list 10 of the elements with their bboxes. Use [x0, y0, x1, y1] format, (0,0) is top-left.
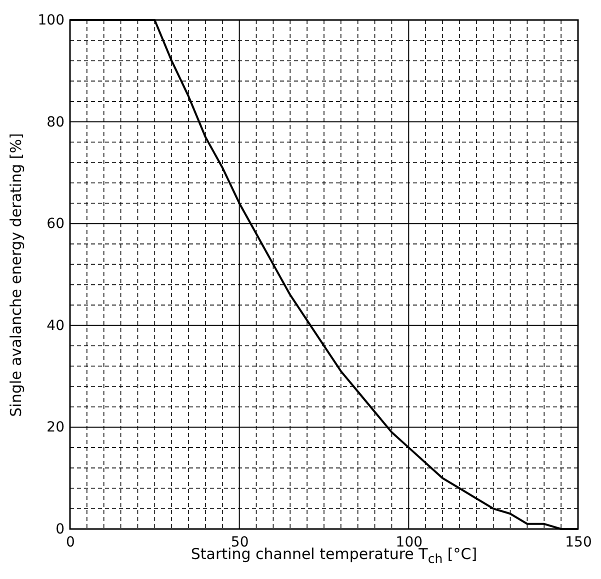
x-tick-label: 0: [66, 534, 75, 550]
y-tick-label: 100: [38, 12, 64, 28]
y-tick-label: 0: [56, 522, 64, 538]
y-tick-label: 40: [46, 318, 64, 334]
x-tick-label: 50: [230, 534, 249, 550]
y-axis-title: Single avalanche energy derating [%]: [6, 133, 25, 417]
y-tick-label: 80: [46, 114, 64, 130]
y-tick-label: 20: [46, 420, 64, 436]
x-tick-label: 150: [565, 534, 592, 550]
y-tick-label: 60: [46, 216, 64, 232]
